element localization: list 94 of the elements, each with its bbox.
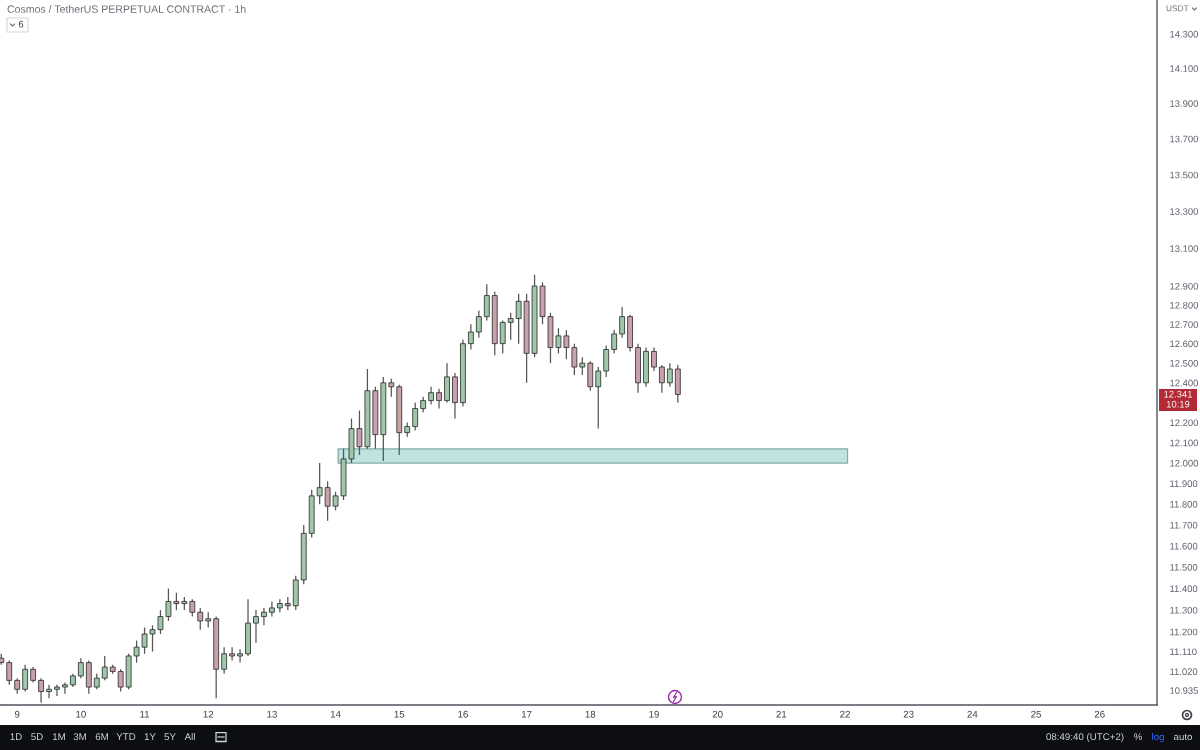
text: 10:19: [1166, 400, 1190, 408]
x-tick-label: 17: [521, 710, 532, 718]
x-tick-label: 20: [712, 710, 723, 718]
y-tick-label: 13.700: [1170, 135, 1199, 143]
y-tick-label: 11.300: [1170, 606, 1198, 614]
text: auto: [1173, 733, 1193, 741]
x-tick-label: 22: [840, 710, 850, 718]
y-tick-label: 12.700: [1170, 321, 1199, 328]
y-tick-label: 11.110: [1170, 648, 1197, 656]
candlestick: [101, 655, 108, 681]
candlestick: [22, 664, 29, 693]
candlestick: [54, 684, 60, 697]
y-tick-label: 11.600: [1170, 542, 1198, 550]
text: 1Y: [144, 733, 156, 741]
x-tick-label: 26: [1094, 710, 1105, 718]
x-tick-label: 18: [585, 710, 596, 718]
x-tick-label: 10: [76, 710, 86, 718]
candlestick: [62, 681, 68, 695]
x-tick-label: 11: [140, 710, 150, 718]
candlestick: [651, 346, 657, 372]
text: 1M: [52, 733, 65, 741]
y-tick-label: 14.300: [1170, 30, 1199, 38]
candlestick: [475, 310, 482, 339]
candlestick: [619, 306, 626, 339]
text: 3M: [73, 733, 86, 741]
y-tick-label: 13.100: [1170, 245, 1199, 252]
x-tick-label: 15: [394, 710, 405, 718]
candlestick: [221, 646, 228, 675]
candlestick: [253, 609, 259, 644]
text: All: [184, 732, 195, 741]
x-tick-label: 19: [649, 710, 659, 718]
y-tick-label: 12.800: [1170, 301, 1199, 309]
candlestick: [595, 366, 602, 430]
candlestick: [261, 607, 267, 626]
candlestick: [587, 360, 594, 392]
text: YTD: [116, 733, 136, 741]
y-tick-label: 12.400: [1170, 379, 1199, 387]
x-tick-label: 23: [903, 710, 914, 718]
text: %: [1134, 733, 1142, 741]
candlestick: [229, 646, 235, 662]
candlestick: [666, 362, 673, 388]
x-tick-label: 9: [14, 710, 20, 718]
candlestick: [6, 659, 13, 686]
y-tick-label: 12.500: [1170, 359, 1199, 367]
text: 1D: [10, 733, 22, 741]
y-tick-label: 13.500: [1170, 171, 1199, 179]
x-tick-label: 25: [1031, 710, 1042, 718]
y-tick-label: 12.600: [1170, 340, 1199, 348]
y-tick-label: 12.900: [1170, 282, 1199, 290]
candlestick: [468, 323, 474, 351]
candlestick: [436, 388, 442, 410]
candlestick: [611, 329, 618, 354]
x-tick-label: 21: [776, 710, 787, 718]
x-tick-label: 24: [967, 710, 978, 718]
candlestick: [197, 607, 204, 631]
candlestick: [603, 344, 610, 378]
text: 12.341: [1164, 390, 1192, 398]
y-tick-label: 12.000: [1170, 459, 1199, 467]
candlestick: [412, 401, 419, 432]
candlestick: [237, 648, 243, 664]
text: 08:49:40 (UTC+2): [1046, 732, 1124, 743]
y-tick-label: 13.300: [1170, 208, 1199, 215]
candlestick: [269, 600, 275, 618]
chart-title: Cosmos / TetherUS PERPETUAL CONTRACT · 1h: [7, 5, 246, 13]
text: 6M: [95, 733, 108, 741]
candlestick: [507, 312, 514, 341]
x-tick-label: 12: [203, 710, 214, 718]
y-tick-label: 11.500: [1170, 563, 1198, 571]
y-tick-label: 11.020: [1170, 668, 1198, 675]
y-tick-label: 12.100: [1170, 439, 1199, 447]
y-tick-label: 11.700: [1170, 521, 1198, 529]
y-tick-label: 11.800: [1170, 500, 1198, 508]
x-tick-label: 14: [330, 710, 341, 718]
text: log: [1152, 732, 1164, 743]
y-tick-label: 12.200: [1170, 419, 1199, 427]
candlestick: [659, 364, 665, 394]
candlestick: [46, 684, 52, 699]
y-tick-label: 13.900: [1170, 100, 1199, 107]
candlestick: [483, 283, 490, 322]
annotation: 6: [18, 20, 24, 28]
x-tick-label: 13: [267, 710, 277, 718]
candlestick: [499, 319, 506, 354]
y-tick-label: 10.935: [1170, 687, 1198, 694]
y-tick-label: 11.400: [1170, 585, 1198, 593]
text: 5Y: [164, 733, 176, 741]
candlestick: [444, 362, 450, 404]
text: 5D: [31, 733, 43, 741]
y-tick-label: 11.900: [1170, 480, 1198, 488]
x-tick-label: 16: [458, 710, 468, 718]
candlestick: [117, 668, 124, 693]
y-axis-title: USDT: [1166, 5, 1189, 12]
y-tick-label: 11.200: [1170, 628, 1198, 636]
candlestick: [77, 657, 84, 679]
y-tick-label: 14.100: [1170, 65, 1199, 72]
